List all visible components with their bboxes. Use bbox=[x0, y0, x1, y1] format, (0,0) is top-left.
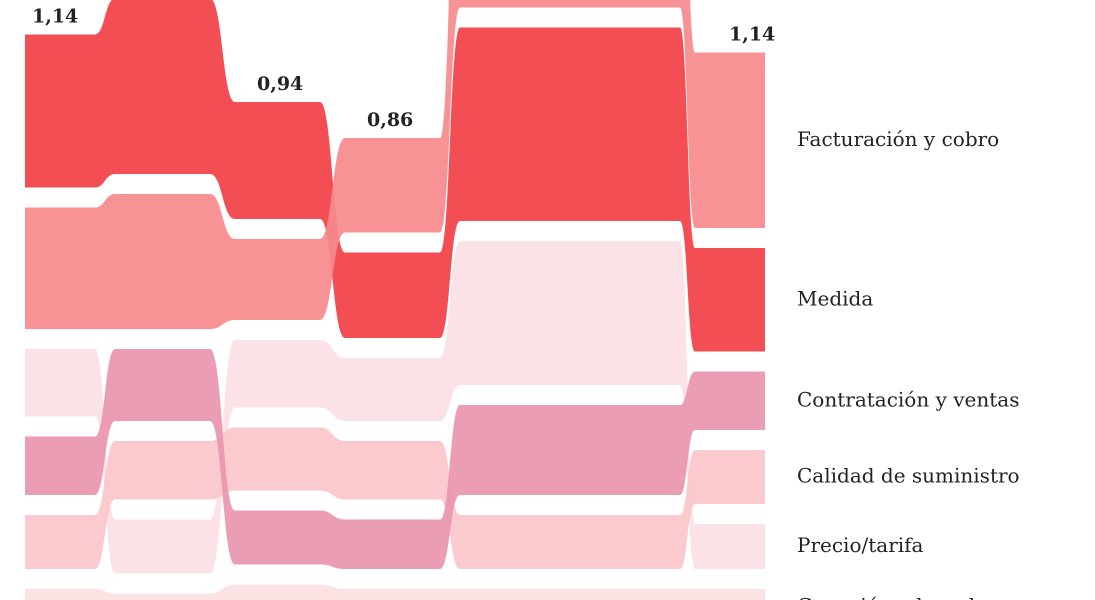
ribbon bbox=[25, 0, 765, 329]
total-label: 1,14 bbox=[32, 6, 78, 28]
total-label: 0,86 bbox=[367, 109, 413, 131]
ribbon bbox=[25, 584, 765, 600]
legend-label: Facturación y cobro bbox=[797, 127, 999, 151]
legend-label: Medida bbox=[797, 286, 873, 310]
total-label: 1,14 bbox=[729, 24, 775, 46]
ribbon bbox=[25, 427, 765, 569]
ribbon bbox=[25, 0, 765, 352]
legend-label: Precio/tarifa bbox=[797, 533, 924, 557]
legend-label: Calidad de suministro bbox=[797, 464, 1020, 488]
total-label: 0,94 bbox=[257, 73, 303, 95]
legend-label: Conexión a la red bbox=[797, 594, 975, 600]
ribbon bbox=[25, 241, 765, 574]
legend-label: Contratación y ventas bbox=[797, 387, 1019, 411]
ribbon bbox=[25, 349, 765, 569]
